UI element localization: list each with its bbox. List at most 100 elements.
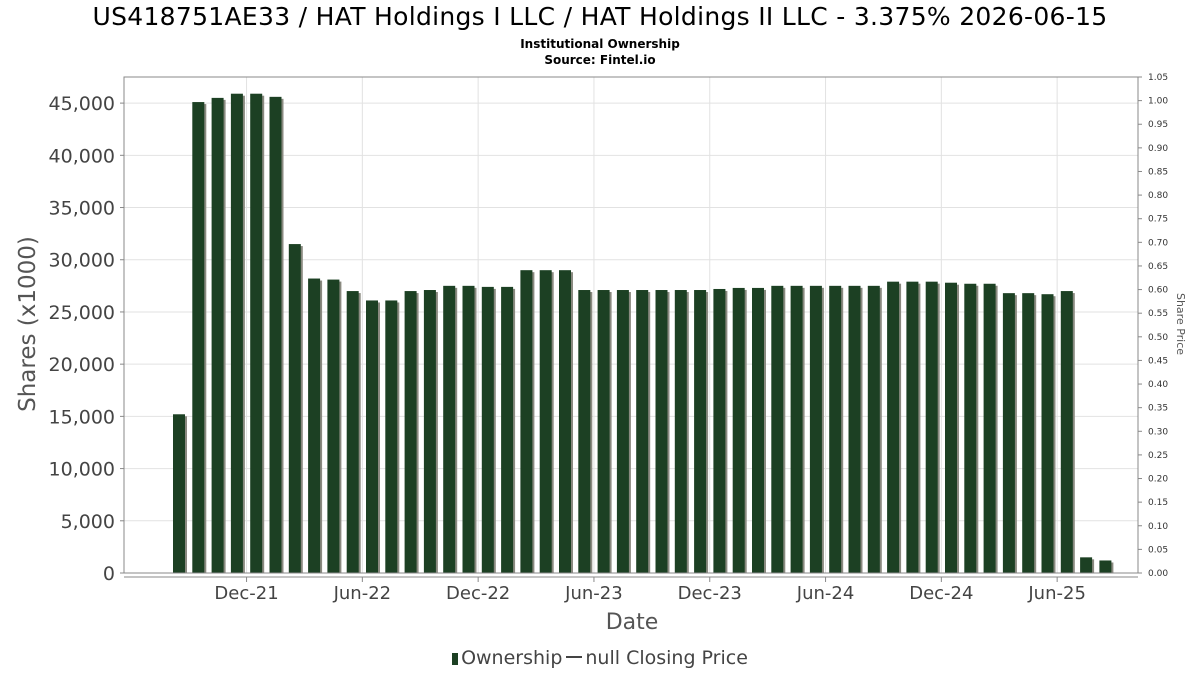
ownership-bar (1041, 294, 1054, 573)
ownership-bar (771, 285, 784, 573)
ownership-bar (636, 290, 649, 573)
ownership-bar (192, 102, 205, 574)
ownership-bar (559, 270, 571, 573)
ownership-bar (173, 414, 185, 573)
x-tick-label: Jun-24 (796, 583, 855, 604)
ownership-bar (848, 285, 861, 573)
y2-tick-label: 0.85 (1148, 167, 1168, 177)
ownership-bar (713, 288, 726, 573)
ownership-bar (945, 282, 957, 573)
y2-tick-label: 0.50 (1148, 333, 1168, 343)
ownership-bar (752, 287, 764, 573)
axes (123, 76, 1139, 578)
y-tick-label: 30,000 (49, 250, 115, 272)
ownership-bar (887, 281, 900, 573)
ownership-bar (269, 96, 282, 573)
y-axis-left-ticks: 0 5,000 10,000 15,000 20,000 25,000 30,000 35,0… (49, 93, 124, 585)
y-axis-label: Shares (x1000) (15, 236, 41, 412)
ownership-bar (1080, 557, 1093, 573)
x-tick-label: Jun-23 (564, 583, 623, 604)
ownership-bar (578, 290, 591, 573)
y2-tick-label: 0.80 (1148, 191, 1168, 201)
chart-subtitle: Institutional Ownership Source: Fintel.i… (0, 36, 1200, 68)
ownership-bar (481, 286, 494, 573)
ownership-bar (327, 279, 340, 573)
y-tick-label: 35,000 (49, 198, 115, 220)
y-tick-label: 5,000 (61, 511, 115, 533)
ownership-bar (983, 283, 996, 573)
ownership-bar (732, 287, 745, 573)
y2-tick-label: 0.90 (1148, 144, 1168, 154)
ownership-bar (616, 290, 629, 573)
y2-tick-label: 0.65 (1148, 262, 1168, 272)
ownership-bar (211, 97, 224, 573)
y2-tick-label: 0.20 (1148, 475, 1168, 485)
ownership-bar (597, 290, 610, 573)
price-legend-label: null Closing Price (585, 647, 748, 669)
x-tick-label: Jun-22 (333, 583, 392, 604)
ownership-bar (443, 285, 456, 573)
y2-tick-label: 1.00 (1148, 97, 1168, 107)
ownership-bar (694, 290, 707, 573)
y2-tick-label: 0.45 (1148, 356, 1168, 366)
ownership-bar (501, 286, 514, 573)
y2-tick-label: 1.05 (1148, 73, 1168, 83)
ownership-bar (385, 300, 398, 573)
plot-border (123, 76, 1139, 574)
ownership-bar (1002, 293, 1015, 573)
ownership-bar (230, 93, 243, 573)
x-tick-label: Dec-21 (214, 583, 278, 604)
ownership-bar (539, 270, 552, 573)
y2-tick-label: 0.95 (1148, 120, 1168, 130)
y2-tick-label: 0.35 (1148, 404, 1168, 414)
y2-axis-label: Share Price (1174, 293, 1187, 355)
y2-tick-label: 0.60 (1148, 286, 1168, 296)
ownership-bar (906, 281, 919, 573)
ownership-bar (404, 291, 417, 573)
price-legend-swatch (566, 656, 583, 658)
ownership-bar (674, 290, 687, 573)
y-tick-label: 40,000 (49, 145, 115, 167)
ownership-bar (867, 285, 880, 573)
ownership-bar (809, 285, 822, 573)
ownership-legend-swatch (452, 653, 459, 665)
x-tick-label: Dec-23 (678, 583, 742, 604)
y2-tick-label: 0.55 (1148, 309, 1168, 319)
ownership-bar (829, 285, 842, 573)
ownership-bar (1060, 291, 1073, 573)
x-axis-ticks: Dec-21 Jun-22 Dec-22 Jun-23 Dec-23 Jun-24 Dec-… (214, 577, 1086, 604)
x-tick-label: Jun-25 (1027, 583, 1086, 604)
ownership-bar (790, 285, 803, 573)
y-tick-label: 10,000 (49, 459, 115, 481)
legend: Ownership null Closing Price (0, 647, 1200, 669)
y2-tick-label: 0.40 (1148, 380, 1168, 390)
y-tick-label: 45,000 (49, 93, 115, 115)
x-tick-label: Dec-22 (446, 583, 510, 604)
y-tick-label: 0 (103, 563, 115, 585)
x-tick-label: Dec-24 (909, 583, 973, 604)
source-text: Source: Fintel.io (544, 53, 656, 67)
subtitle-text: Institutional Ownership (520, 37, 680, 51)
y-tick-label: 25,000 (49, 302, 115, 324)
y2-tick-label: 0.25 (1148, 451, 1168, 461)
bars (173, 93, 1114, 574)
ownership-bar (520, 270, 533, 573)
ownership-bar (423, 290, 436, 573)
ownership-legend-label: Ownership (461, 647, 563, 669)
ownership-bar (366, 300, 378, 573)
y2-tick-label: 0.10 (1148, 522, 1168, 532)
chart-title: US418751AE33 / HAT Holdings I LLC / HAT … (92, 2, 1108, 31)
y-axis-right-ticks: 0.00 0.05 0.10 0.15 0.20 0.25 0.30 0.35 0.40 0.45… (1138, 73, 1168, 579)
ownership-bar (462, 285, 475, 573)
ownership-bar (655, 290, 668, 573)
ownership-bar (1099, 560, 1112, 573)
y2-tick-label: 0.05 (1148, 545, 1168, 555)
y-tick-label: 20,000 (49, 354, 115, 376)
ownership-bar (308, 278, 321, 573)
y2-tick-label: 0.75 (1148, 215, 1168, 225)
ownership-bar (346, 291, 359, 573)
ownership-bar (925, 281, 938, 573)
x-axis-label: Date (606, 610, 659, 635)
y-tick-label: 15,000 (49, 406, 115, 428)
